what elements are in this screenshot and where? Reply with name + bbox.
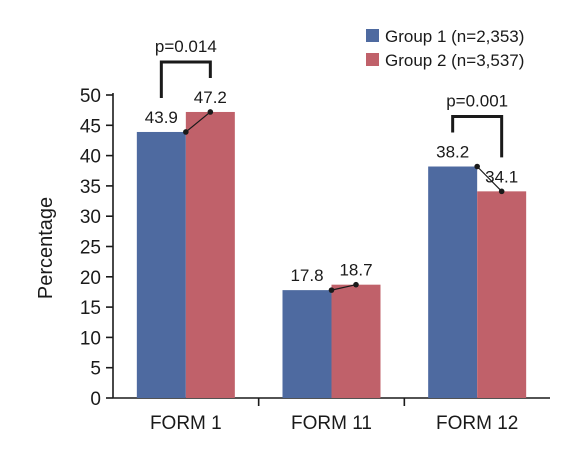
y-tick-label: 40 — [80, 147, 101, 168]
p-value-label: p=0.014 — [155, 37, 217, 56]
p-value-label: p=0.001 — [446, 92, 508, 111]
connector-dot — [474, 163, 480, 170]
bar — [331, 284, 381, 398]
y-axis-title: Percentage — [35, 197, 57, 299]
legend-label: Group 2 (n=3,537) — [385, 51, 524, 70]
data-label: 38.2 — [436, 143, 469, 162]
y-tick-label: 25 — [80, 238, 101, 259]
data-label: 34.1 — [485, 167, 518, 186]
y-tick-label: 30 — [80, 207, 101, 228]
bar — [428, 166, 478, 398]
data-label: 17.8 — [290, 266, 323, 285]
y-tick-label: 35 — [80, 177, 101, 198]
data-label: 18.7 — [339, 261, 372, 280]
annotations: 43.9 47.2 17.8 18.7 38.2 34.1 p=0.014 p=0.001 — [145, 37, 518, 293]
connector-line — [476, 166, 503, 192]
connector-line — [331, 284, 357, 291]
connector-line — [185, 111, 211, 133]
connector-dot — [498, 188, 505, 195]
y-tick-label: 15 — [80, 298, 101, 319]
y-tick-label: 45 — [80, 116, 101, 137]
x-category-label: FORM 1 — [150, 413, 222, 434]
bar — [282, 290, 332, 398]
y-tick-label: 5 — [90, 359, 101, 380]
y-tick-label: 20 — [80, 268, 101, 289]
connector-dot — [183, 129, 189, 135]
significance-bracket — [159, 60, 212, 98]
y-tick-label: 10 — [80, 328, 101, 349]
x-category-label: FORM 11 — [291, 413, 372, 434]
legend-swatch — [366, 53, 379, 66]
bars — [136, 111, 527, 398]
y-tick-label: 50 — [80, 86, 101, 107]
legend-swatch — [366, 29, 379, 42]
x-category-label: FORM 12 — [436, 413, 518, 434]
y-tick-label: 0 — [90, 389, 101, 410]
significance-bracket — [451, 115, 504, 158]
x-axis: FORM 1 FORM 11 FORM 12 — [113, 397, 550, 434]
bar — [477, 191, 527, 398]
connector-dot — [353, 281, 359, 288]
legend: Group 1 (n=2,353) Group 2 (n=3,537) — [366, 27, 524, 70]
bar — [136, 131, 186, 398]
data-label: 43.9 — [145, 108, 178, 127]
legend-label: Group 1 (n=2,353) — [385, 27, 524, 46]
bar — [185, 111, 235, 398]
data-label: 47.2 — [194, 88, 227, 107]
y-axis: 0 5 10 15 20 25 30 35 40 45 50 — [80, 86, 114, 410]
connector-dot — [207, 109, 214, 115]
connector-dot — [328, 287, 335, 293]
